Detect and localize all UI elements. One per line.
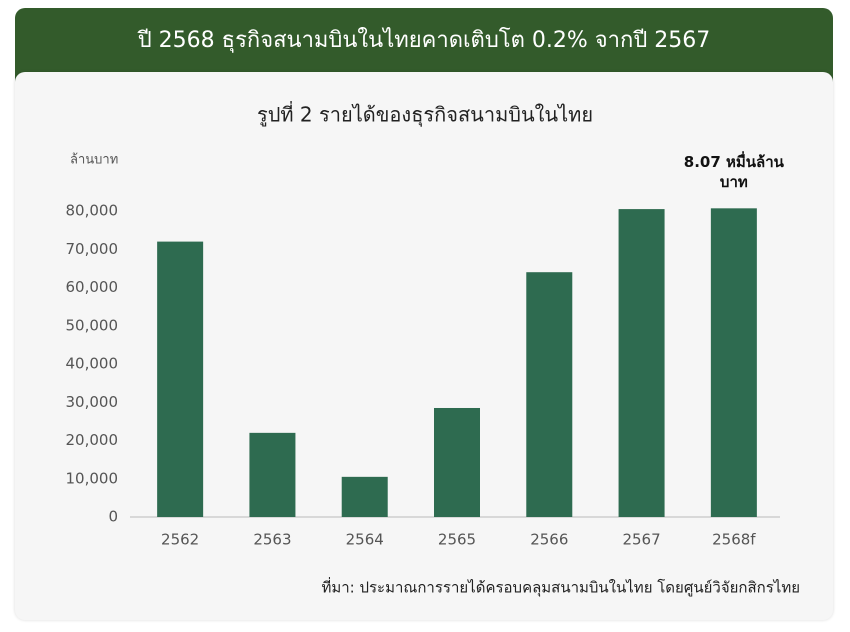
y-axis-label: ล้านบาท <box>70 153 118 168</box>
bar <box>157 241 204 517</box>
y-tick-label: 20,000 <box>66 431 119 449</box>
y-tick-label: 10,000 <box>66 469 119 487</box>
x-tick-label: 2563 <box>253 531 291 549</box>
y-tick-label: 70,000 <box>66 240 119 258</box>
y-tick-label: 50,000 <box>66 316 119 334</box>
y-tick-label: 40,000 <box>66 355 119 373</box>
x-tick-label: 2567 <box>622 531 660 549</box>
bar <box>341 476 388 517</box>
y-tick-label: 80,000 <box>66 202 119 220</box>
source-note: ที่มา: ประมาณการรายได้ครอบคลุมสนามบินในไ… <box>321 577 800 598</box>
bar <box>618 209 665 517</box>
y-tick-label: 30,000 <box>66 393 119 411</box>
header-banner: ปี 2568 ธุรกิจสนามบินในไทยคาดเติบโต 0.2%… <box>15 8 833 84</box>
x-tick-label: 2564 <box>346 531 384 549</box>
x-tick-label: 2566 <box>530 531 568 549</box>
bar <box>249 432 296 517</box>
x-tick-label: 2562 <box>161 531 199 549</box>
y-tick-label: 0 <box>108 508 118 526</box>
bar <box>526 272 573 517</box>
bar <box>434 407 480 517</box>
y-tick-label: 60,000 <box>66 278 119 296</box>
chart-card <box>15 72 833 620</box>
x-tick-label: 2565 <box>438 531 476 549</box>
value-label: 8.07 หมื่นล้านบาท <box>683 153 784 192</box>
x-tick-label: 2568f <box>712 531 756 549</box>
chart-title: รูปที่ 2 รายได้ของธุรกิจสนามบินในไทย <box>257 101 593 128</box>
bar <box>710 208 757 517</box>
